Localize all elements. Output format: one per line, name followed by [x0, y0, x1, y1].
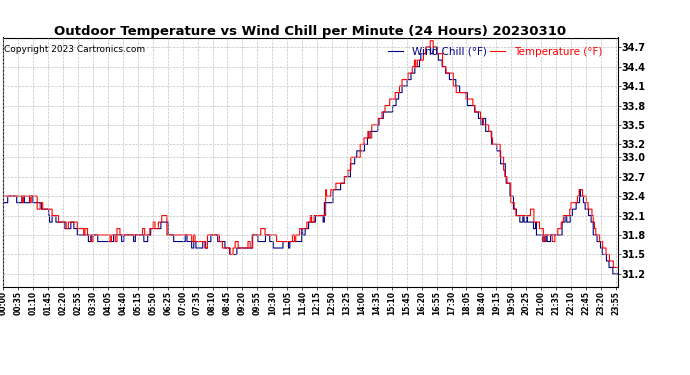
Text: Copyright 2023 Cartronics.com: Copyright 2023 Cartronics.com — [4, 45, 145, 54]
Legend: Wind Chill (°F), Temperature (°F): Wind Chill (°F), Temperature (°F) — [384, 43, 607, 61]
Temperature (°F) — [406, 71, 414, 75]
Wind Chill (°F) — [121, 233, 129, 237]
Wind Chill (°F) — [406, 77, 414, 82]
Temperature (°F) — [136, 233, 144, 237]
Wind Chill (°F) — [204, 239, 213, 244]
Temperature (°F) — [426, 39, 434, 43]
Wind Chill (°F) — [486, 129, 495, 134]
Title: Outdoor Temperature vs Wind Chill per Minute (24 Hours) 20230310: Outdoor Temperature vs Wind Chill per Mi… — [55, 24, 566, 38]
Temperature (°F) — [541, 233, 549, 237]
Temperature (°F) — [121, 233, 129, 237]
Wind Chill (°F) — [613, 272, 622, 276]
Temperature (°F) — [486, 129, 495, 134]
Temperature (°F) — [0, 194, 8, 198]
Line: Temperature (°F): Temperature (°F) — [3, 41, 618, 267]
Temperature (°F) — [613, 265, 622, 270]
Line: Wind Chill (°F): Wind Chill (°F) — [3, 47, 618, 274]
Wind Chill (°F) — [136, 233, 144, 237]
Wind Chill (°F) — [0, 200, 8, 205]
Temperature (°F) — [609, 265, 618, 270]
Temperature (°F) — [204, 233, 213, 237]
Wind Chill (°F) — [609, 272, 617, 276]
Wind Chill (°F) — [422, 45, 430, 50]
Wind Chill (°F) — [541, 239, 549, 244]
